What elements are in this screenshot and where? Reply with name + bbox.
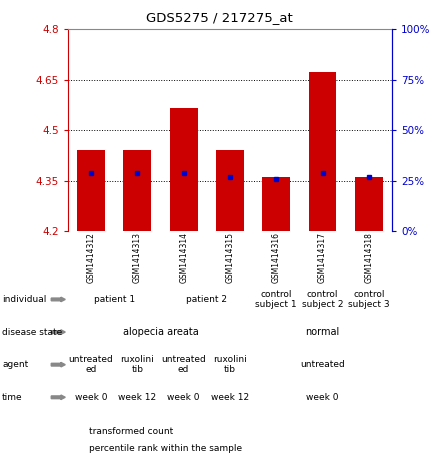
Text: GSM1414315: GSM1414315 [226, 231, 234, 283]
Text: week 0: week 0 [306, 393, 339, 402]
Text: patient 1: patient 1 [94, 295, 135, 304]
Text: control
subject 2: control subject 2 [302, 290, 343, 309]
Bar [355, 177, 383, 231]
Bar [216, 150, 244, 231]
Text: time: time [2, 393, 23, 402]
Text: week 0: week 0 [75, 393, 107, 402]
Text: GSM1414316: GSM1414316 [272, 231, 281, 283]
Text: GSM1414314: GSM1414314 [179, 231, 188, 283]
Text: control
subject 3: control subject 3 [348, 290, 390, 309]
Bar [170, 108, 198, 231]
Bar [124, 150, 151, 231]
Text: GSM1414313: GSM1414313 [133, 231, 142, 283]
Text: normal: normal [305, 327, 340, 337]
Text: transformed count: transformed count [89, 427, 173, 436]
Text: patient 2: patient 2 [186, 295, 227, 304]
Text: untreated
ed: untreated ed [69, 355, 113, 374]
Text: control
subject 1: control subject 1 [255, 290, 297, 309]
Text: GSM1414312: GSM1414312 [87, 231, 95, 283]
Text: ruxolini
tib: ruxolini tib [213, 355, 247, 374]
Bar [309, 72, 336, 231]
Text: GSM1414318: GSM1414318 [364, 231, 373, 283]
Text: GSM1414317: GSM1414317 [318, 231, 327, 283]
Text: disease state: disease state [2, 328, 63, 337]
Bar [77, 150, 105, 231]
Text: individual: individual [2, 295, 46, 304]
Text: GDS5275 / 217275_at: GDS5275 / 217275_at [145, 11, 293, 24]
Text: percentile rank within the sample: percentile rank within the sample [89, 444, 242, 453]
Bar [262, 177, 290, 231]
Text: alopecia areata: alopecia areata [123, 327, 198, 337]
Text: untreated
ed: untreated ed [161, 355, 206, 374]
Text: ruxolini
tib: ruxolini tib [120, 355, 154, 374]
Text: week 0: week 0 [167, 393, 200, 402]
Text: untreated: untreated [300, 360, 345, 369]
Text: agent: agent [2, 360, 28, 369]
Text: week 12: week 12 [211, 393, 249, 402]
Text: week 12: week 12 [118, 393, 156, 402]
